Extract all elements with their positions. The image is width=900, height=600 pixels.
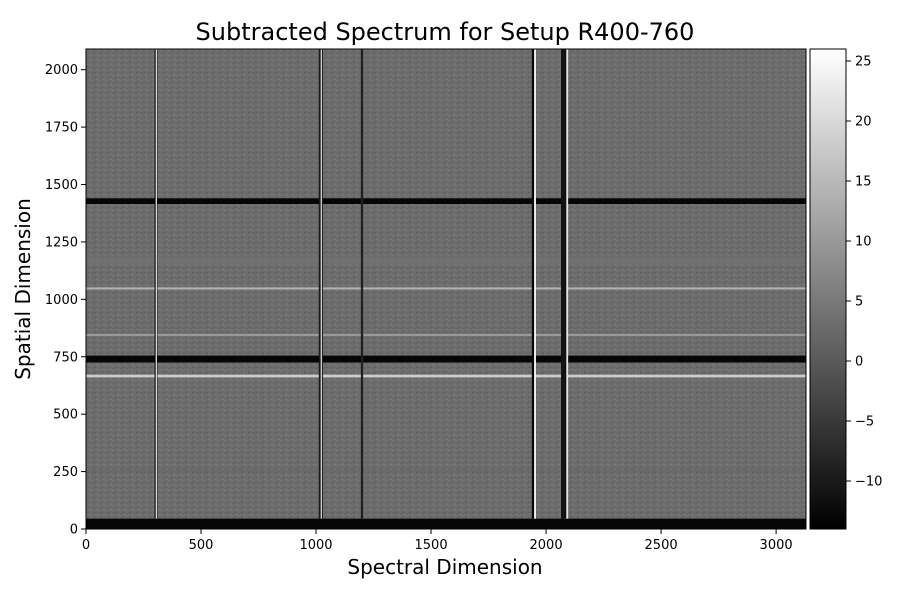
colorbar-ticks: −10 −5 0 5 10 15 20 25 — [846, 55, 882, 490]
dark-row-2 — [86, 198, 806, 205]
bright-column-3 — [566, 49, 569, 519]
colorbar: −10 −5 0 5 10 15 20 25 — [809, 48, 882, 530]
bright-column-0 — [155, 49, 157, 519]
y-tick-label: 1750 — [45, 121, 78, 136]
bright-row-1 — [86, 333, 806, 337]
y-tick-label: 1250 — [45, 235, 78, 250]
x-tick-label: 0 — [82, 538, 90, 553]
dark-row-0 — [86, 518, 806, 529]
x-tick-label: 1000 — [299, 538, 332, 553]
colorbar-gradient — [809, 48, 847, 530]
dark-column-2 — [360, 49, 364, 519]
y-tick-label: 1000 — [45, 293, 78, 308]
bright-row-0 — [86, 374, 806, 378]
colorbar-tick-label: 10 — [855, 235, 872, 250]
colorbar-tick-label: 5 — [855, 295, 863, 310]
x-axis: 0 500 1000 1500 2000 2500 3000 — [82, 529, 793, 553]
bright-column-1 — [320, 49, 323, 519]
y-tick-label: 0 — [70, 523, 78, 538]
colorbar-tick-label: −10 — [855, 475, 882, 490]
bright-row-2 — [86, 287, 806, 290]
x-axis-label: Spectral Dimension — [347, 555, 542, 579]
dark-row-1 — [86, 355, 806, 363]
y-tick-label: 1500 — [45, 178, 78, 193]
colorbar-tick-label: −5 — [855, 415, 874, 430]
image-features — [86, 49, 806, 529]
y-axis-label: Spatial Dimension — [11, 198, 35, 380]
x-tick-label: 3000 — [760, 538, 793, 553]
heatmap-plot-area — [85, 48, 807, 530]
colorbar-tick-label: 25 — [855, 55, 872, 70]
colorbar-tick-label: 20 — [855, 115, 872, 130]
x-tick-label: 2500 — [645, 538, 678, 553]
bright-column-2 — [534, 49, 536, 519]
y-tick-label: 750 — [53, 350, 78, 365]
chart-title: Subtracted Spectrum for Setup R400-760 — [196, 18, 695, 46]
y-axis: 0 250 500 750 1000 1250 1500 1750 2000 — [45, 63, 86, 538]
colorbar-tick-label: 0 — [855, 355, 863, 370]
dark-column-3 — [531, 49, 535, 519]
y-tick-label: 2000 — [45, 63, 78, 78]
y-tick-label: 500 — [53, 408, 78, 423]
colorbar-tick-label: 15 — [855, 175, 872, 190]
y-tick-label: 250 — [53, 465, 78, 480]
faint-bright-row-1 — [86, 469, 806, 472]
faint-bright-row-0 — [86, 256, 806, 265]
plot-frame — [85, 48, 807, 530]
dark-column-4 — [561, 49, 568, 519]
x-tick-label: 500 — [189, 538, 214, 553]
x-tick-label: 2000 — [530, 538, 563, 553]
x-tick-label: 1500 — [415, 538, 448, 553]
